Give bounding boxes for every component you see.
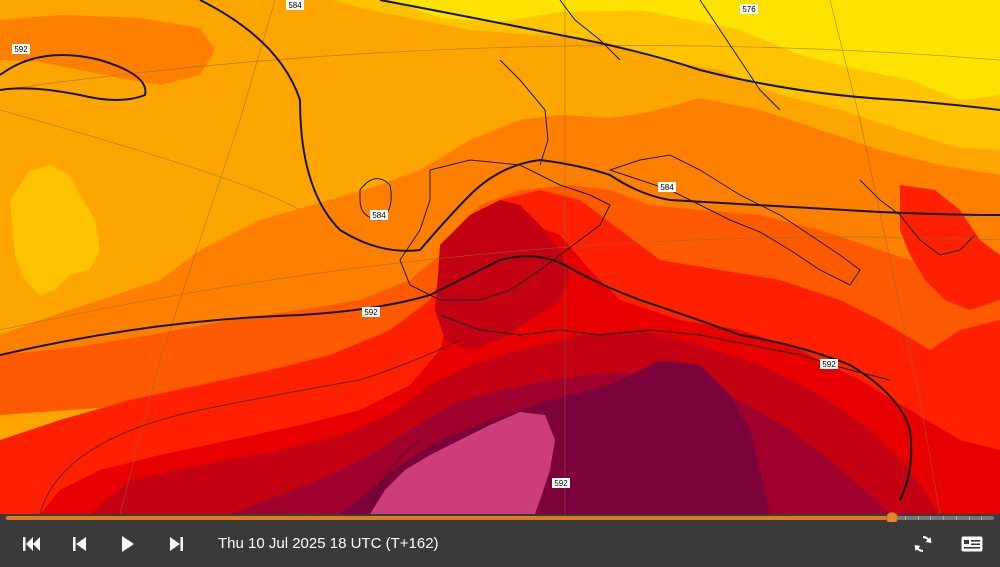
play-button[interactable]	[114, 532, 142, 556]
dark-red-iberia	[435, 200, 570, 350]
contour-label-group: 592 584 576 584 592 592 584 592	[12, 0, 838, 488]
red-patch-east	[900, 185, 1000, 310]
playback-controls: Thu 10 Jul 2025 18 UTC (T+162)	[0, 522, 1000, 567]
legend-toggle-button[interactable]	[958, 532, 986, 556]
timeline-tick	[943, 516, 945, 520]
weather-map[interactable]: 592 584 576 584 592 592 584 592	[0, 0, 1000, 514]
svg-text:592: 592	[364, 308, 378, 317]
graticule	[0, 0, 1000, 514]
contour-label: 584	[370, 210, 388, 220]
contour-label: 584	[658, 182, 676, 192]
next-frame-button[interactable]	[162, 532, 190, 556]
previous-frame-button[interactable]	[66, 532, 94, 556]
timeline-tick	[968, 516, 970, 520]
contour-label: 592	[820, 359, 838, 369]
contour-label: 584	[286, 0, 304, 10]
svg-text:592: 592	[14, 45, 28, 54]
svg-text:576: 576	[742, 5, 756, 14]
svg-text:592: 592	[554, 479, 568, 488]
light-yellow-zone-north	[390, 0, 1000, 100]
contour-label: 592	[12, 44, 30, 54]
svg-text:592: 592	[822, 360, 836, 369]
contour-label: 592	[362, 307, 380, 317]
orange-blob-atlantic	[0, 15, 215, 85]
contour-label: 592	[552, 478, 570, 488]
timeline-progress	[6, 516, 893, 520]
timeline-tick	[955, 516, 957, 520]
svg-text:584: 584	[288, 1, 302, 10]
yellow-patch-atlantic	[10, 165, 100, 295]
coastlines	[359, 0, 976, 381]
temperature-field-map: 592 584 576 584 592 592 584 592	[0, 0, 1000, 514]
pink-hotspot	[370, 412, 555, 514]
skip-to-start-icon	[23, 537, 40, 551]
geopotential-contours	[0, 0, 1000, 501]
step-forward-icon	[170, 537, 183, 551]
first-frame-button[interactable]	[18, 532, 46, 556]
contour-label: 576	[740, 4, 758, 14]
timeline-tick	[981, 516, 983, 520]
play-icon	[122, 536, 134, 552]
svg-text:584: 584	[660, 183, 674, 192]
timeline-tick	[917, 516, 919, 520]
thin-contours	[39, 339, 461, 514]
step-back-icon	[73, 537, 86, 551]
timeline-tick	[930, 516, 932, 520]
timeline-slider[interactable]	[0, 512, 1000, 524]
refresh-button[interactable]	[909, 532, 937, 556]
timeline-tick	[904, 516, 906, 520]
forecast-time-label: Thu 10 Jul 2025 18 UTC (T+162)	[218, 535, 439, 552]
svg-text:584: 584	[372, 211, 386, 220]
legend-toggle-icon	[961, 536, 983, 552]
refresh-icon	[914, 535, 932, 553]
